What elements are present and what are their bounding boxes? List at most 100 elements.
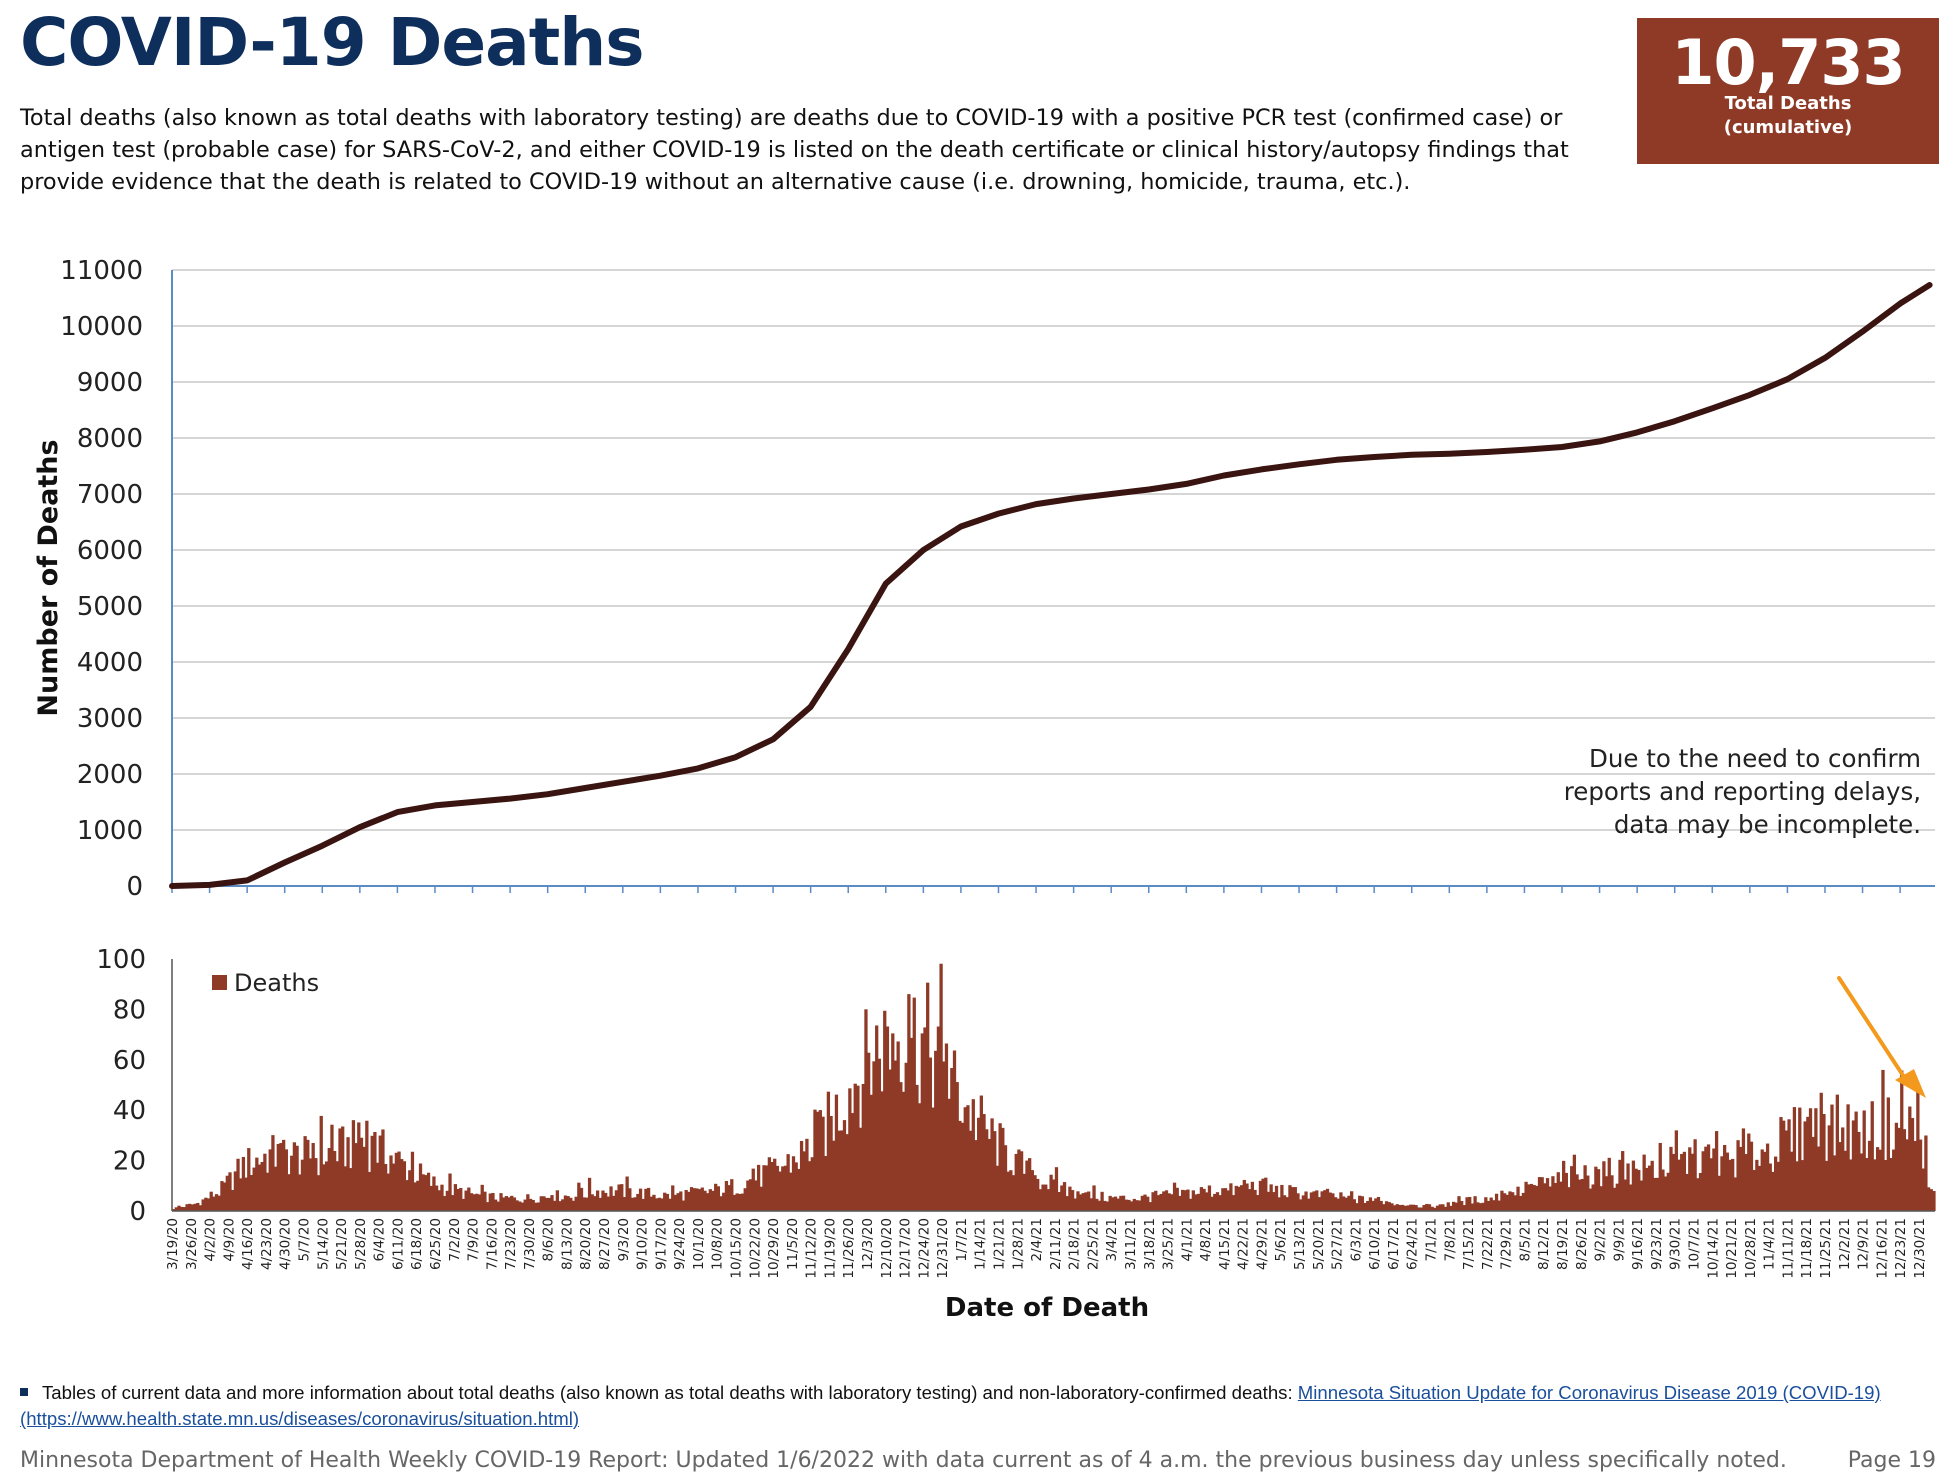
daily-death-bar — [697, 1189, 702, 1211]
daily-death-bar — [1341, 1196, 1346, 1211]
daily-death-bar — [1014, 1153, 1018, 1211]
daily-death-bar — [1223, 1188, 1228, 1211]
daily-death-bar — [434, 1185, 439, 1211]
daily-death-bar — [1508, 1191, 1512, 1211]
x-tick-label: 9/17/20 — [653, 1218, 669, 1270]
daily-death-bar — [1044, 1184, 1048, 1211]
daily-death-bar — [877, 1058, 882, 1211]
daily-death-bar — [979, 1095, 983, 1211]
daily-death-bar — [209, 1191, 213, 1211]
daily-death-bar — [1290, 1187, 1295, 1211]
daily-death-bar — [547, 1197, 551, 1211]
daily-death-bar — [1443, 1206, 1448, 1211]
daily-death-bar — [188, 1203, 192, 1211]
daily-death-bar — [1336, 1198, 1340, 1211]
daily-death-bar — [1717, 1175, 1721, 1211]
daily-death-bar — [1041, 1184, 1045, 1211]
x-tick-label: 12/3/20 — [860, 1218, 876, 1270]
daily-death-bar — [1154, 1190, 1158, 1211]
daily-death-bar — [1360, 1196, 1365, 1211]
x-tick-label: 8/13/20 — [559, 1218, 575, 1270]
daily-death-bar — [840, 1130, 844, 1211]
data-point — [1334, 457, 1340, 463]
daily-death-bar — [1057, 1191, 1061, 1211]
daily-death-bar — [987, 1138, 992, 1211]
daily-death-bar — [620, 1184, 624, 1211]
data-point — [845, 646, 851, 652]
daily-death-bar — [711, 1190, 715, 1211]
daily-death-bar — [700, 1187, 704, 1211]
x-tick-label: 6/24/21 — [1405, 1218, 1421, 1270]
data-point — [507, 796, 513, 802]
daily-death-bar — [1312, 1191, 1316, 1211]
daily-death-bar — [977, 1117, 981, 1211]
daily-death-bar — [1215, 1192, 1220, 1211]
incomplete-data-note: reports and reporting delays, — [1564, 777, 1921, 806]
daily-death-bar — [1645, 1167, 1649, 1211]
daily-death-bar — [668, 1198, 672, 1211]
daily-death-bar — [1875, 1147, 1880, 1211]
daily-death-bar — [842, 1120, 847, 1211]
data-point — [357, 824, 363, 830]
daily-death-bar — [1226, 1190, 1230, 1211]
situation-update-link[interactable]: Minnesota Situation Update for Coronavir… — [20, 1382, 1881, 1429]
daily-death-bar — [1387, 1202, 1391, 1211]
daily-death-bar — [1570, 1166, 1574, 1211]
data-point — [1108, 491, 1114, 497]
daily-death-bar — [1830, 1104, 1834, 1211]
daily-death-bar — [1580, 1179, 1585, 1211]
data-point — [1258, 466, 1264, 472]
daily-death-bar — [1127, 1199, 1131, 1211]
daily-death-bar — [1237, 1186, 1241, 1211]
y-tick-label: 7000 — [77, 480, 143, 510]
x-tick-label: 11/19/20 — [822, 1218, 838, 1279]
daily-death-bar — [617, 1184, 621, 1211]
daily-death-bar — [1392, 1205, 1397, 1211]
intro-paragraph: Total deaths (also known as total deaths… — [20, 105, 1569, 195]
y-tick-label: 8000 — [77, 424, 143, 454]
daily-death-bar — [400, 1159, 404, 1211]
daily-death-bar — [472, 1194, 476, 1211]
data-point — [582, 785, 588, 791]
daily-death-bar — [644, 1188, 648, 1211]
daily-death-bar — [939, 963, 943, 1211]
daily-death-bar — [453, 1184, 458, 1211]
daily-death-bar — [1274, 1185, 1279, 1211]
daily-death-bar — [955, 1082, 959, 1211]
daily-death-bar — [1148, 1202, 1153, 1211]
daily-death-bar — [1199, 1187, 1204, 1211]
daily-death-bar — [1454, 1202, 1458, 1211]
daily-death-bar — [386, 1173, 390, 1211]
daily-death-bar — [365, 1120, 369, 1211]
daily-death-bar — [1623, 1179, 1627, 1211]
daily-death-bar — [1540, 1177, 1544, 1211]
daily-death-bar — [1060, 1185, 1064, 1211]
daily-death-bar — [491, 1192, 495, 1211]
daily-death-bar — [448, 1173, 452, 1211]
daily-death-bar — [1352, 1199, 1356, 1211]
x-tick-label: 10/28/21 — [1743, 1218, 1759, 1279]
daily-death-bar — [714, 1183, 718, 1211]
daily-death-bar — [1038, 1189, 1043, 1211]
daily-death-bar — [544, 1197, 549, 1211]
daily-death-bar — [853, 1083, 857, 1211]
daily-death-bar — [832, 1140, 836, 1211]
daily-death-bar — [1701, 1151, 1705, 1211]
daily-death-bar — [1854, 1111, 1858, 1211]
daily-death-bar — [1172, 1182, 1177, 1211]
x-tick-label: 5/14/20 — [315, 1218, 331, 1270]
daily-death-bar — [1519, 1195, 1523, 1211]
daily-death-bar — [480, 1184, 484, 1211]
daily-death-bar — [1435, 1205, 1440, 1211]
data-point — [1071, 495, 1077, 501]
daily-death-bar — [1924, 1135, 1928, 1211]
y-tick-label: 60 — [113, 1046, 146, 1076]
daily-death-bar — [1465, 1197, 1469, 1211]
daily-death-bar — [1248, 1189, 1252, 1211]
daily-death-bar — [1843, 1150, 1848, 1211]
daily-death-bar — [1918, 1139, 1923, 1211]
daily-death-bar — [888, 1069, 892, 1211]
daily-death-bar — [1087, 1191, 1091, 1211]
x-tick-label: 10/7/21 — [1686, 1218, 1702, 1270]
daily-death-bar — [1725, 1152, 1729, 1211]
